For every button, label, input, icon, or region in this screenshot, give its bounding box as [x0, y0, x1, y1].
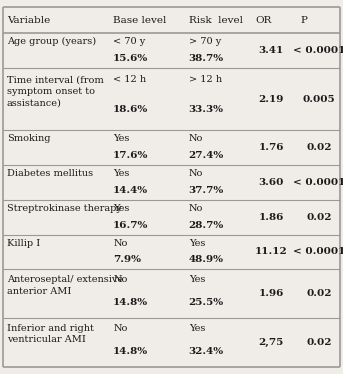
Text: 38.7%: 38.7% [189, 54, 224, 63]
Text: 3.60: 3.60 [258, 178, 284, 187]
Text: Age group (years): Age group (years) [7, 37, 96, 46]
Text: Variable: Variable [7, 16, 50, 25]
Text: No: No [189, 169, 203, 178]
Text: 15.6%: 15.6% [113, 54, 149, 63]
Text: > 70 y: > 70 y [189, 37, 221, 46]
Text: 2.19: 2.19 [258, 95, 284, 104]
Text: Streptrokinase therapy: Streptrokinase therapy [7, 204, 122, 213]
Text: 11.12: 11.12 [255, 247, 287, 257]
Text: 27.4%: 27.4% [189, 151, 224, 160]
Text: Yes: Yes [113, 169, 130, 178]
Text: Inferior and right
ventricular AMI: Inferior and right ventricular AMI [7, 324, 94, 344]
Text: Smoking: Smoking [7, 135, 50, 144]
Text: > 12 h: > 12 h [189, 75, 222, 84]
Text: No: No [189, 135, 203, 144]
Text: Base level: Base level [113, 16, 167, 25]
Text: 48.9%: 48.9% [189, 255, 224, 264]
Text: 14.4%: 14.4% [113, 186, 148, 195]
Text: 33.3%: 33.3% [189, 105, 224, 114]
Text: Diabetes mellitus: Diabetes mellitus [7, 169, 93, 178]
Text: 37.7%: 37.7% [189, 186, 224, 195]
Text: < 70 y: < 70 y [113, 37, 145, 46]
Text: 28.7%: 28.7% [189, 221, 224, 230]
Text: 1.96: 1.96 [258, 289, 284, 298]
Text: Yes: Yes [189, 275, 205, 284]
Text: Killip I: Killip I [7, 239, 40, 248]
Text: < 0.0001: < 0.0001 [293, 247, 343, 257]
Text: No: No [189, 204, 203, 213]
Text: 2,75: 2,75 [258, 338, 284, 347]
Text: Yes: Yes [113, 135, 130, 144]
Text: < 0.0001: < 0.0001 [293, 178, 343, 187]
Text: < 0.0001: < 0.0001 [293, 46, 343, 55]
Text: No: No [113, 275, 128, 284]
Text: 0.02: 0.02 [306, 289, 332, 298]
Text: No: No [113, 324, 128, 333]
Text: No: No [113, 239, 128, 248]
Text: < 12 h: < 12 h [113, 75, 146, 84]
Text: 14.8%: 14.8% [113, 298, 148, 307]
Text: 0.02: 0.02 [306, 338, 332, 347]
Text: OR: OR [256, 16, 272, 25]
Text: Risk  level: Risk level [189, 16, 243, 25]
Text: Yes: Yes [113, 204, 130, 213]
Text: 18.6%: 18.6% [113, 105, 149, 114]
Text: 14.8%: 14.8% [113, 347, 148, 356]
Text: 17.6%: 17.6% [113, 151, 149, 160]
Text: P: P [300, 16, 307, 25]
Text: Time interval (from
symptom onset to
assistance): Time interval (from symptom onset to ass… [7, 75, 104, 107]
Text: 3.41: 3.41 [258, 46, 284, 55]
Text: 0.02: 0.02 [306, 213, 332, 222]
Text: 25.5%: 25.5% [189, 298, 224, 307]
Text: Anteroseptal/ extensive
anterior AMI: Anteroseptal/ extensive anterior AMI [7, 275, 123, 295]
Text: 0.02: 0.02 [306, 143, 332, 152]
Text: 32.4%: 32.4% [189, 347, 224, 356]
Text: 7.9%: 7.9% [113, 255, 141, 264]
Text: Yes: Yes [189, 324, 205, 333]
Text: 0.005: 0.005 [303, 95, 335, 104]
Text: 1.76: 1.76 [258, 143, 284, 152]
Text: 1.86: 1.86 [258, 213, 284, 222]
Text: 16.7%: 16.7% [113, 221, 149, 230]
Text: Yes: Yes [189, 239, 205, 248]
